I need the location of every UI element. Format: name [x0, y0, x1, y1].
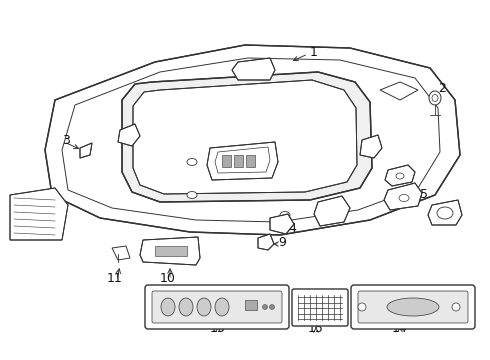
Text: 2: 2 — [438, 81, 446, 94]
Bar — [222, 155, 231, 167]
Ellipse shape — [161, 298, 175, 316]
Polygon shape — [133, 80, 357, 194]
Polygon shape — [384, 183, 422, 210]
Text: 1: 1 — [310, 45, 318, 58]
Circle shape — [358, 303, 366, 311]
Ellipse shape — [179, 298, 193, 316]
Polygon shape — [45, 45, 460, 235]
Text: 3: 3 — [62, 134, 70, 147]
Ellipse shape — [429, 91, 441, 105]
Text: 4: 4 — [288, 221, 296, 234]
Ellipse shape — [197, 298, 211, 316]
Polygon shape — [80, 143, 92, 158]
Ellipse shape — [215, 298, 229, 316]
Bar — [246, 155, 255, 167]
Text: 13: 13 — [210, 321, 226, 334]
Ellipse shape — [280, 211, 290, 219]
Polygon shape — [258, 234, 274, 250]
FancyBboxPatch shape — [292, 289, 348, 326]
Text: 9: 9 — [278, 235, 286, 248]
Polygon shape — [207, 142, 278, 180]
FancyBboxPatch shape — [152, 291, 282, 323]
Bar — [234, 155, 243, 167]
Polygon shape — [385, 165, 415, 186]
Ellipse shape — [387, 298, 439, 316]
Circle shape — [263, 305, 268, 310]
Text: 5: 5 — [420, 189, 428, 202]
Text: 12: 12 — [22, 211, 38, 225]
Circle shape — [270, 305, 274, 310]
Text: 14: 14 — [392, 321, 408, 334]
FancyBboxPatch shape — [351, 285, 475, 329]
Text: 6: 6 — [330, 203, 338, 216]
Bar — [245, 300, 257, 310]
Polygon shape — [428, 200, 462, 225]
Polygon shape — [360, 135, 382, 158]
Polygon shape — [122, 72, 372, 202]
Polygon shape — [314, 196, 350, 226]
Text: 7: 7 — [405, 168, 413, 181]
FancyBboxPatch shape — [145, 285, 289, 329]
Ellipse shape — [187, 192, 197, 198]
Polygon shape — [232, 58, 275, 80]
Polygon shape — [270, 214, 294, 234]
Polygon shape — [10, 188, 68, 240]
Text: 8: 8 — [450, 203, 458, 216]
Text: 10: 10 — [160, 271, 176, 284]
Bar — [155, 246, 187, 256]
Text: 11: 11 — [107, 271, 123, 284]
Polygon shape — [118, 124, 140, 146]
Ellipse shape — [187, 158, 197, 166]
Circle shape — [452, 303, 460, 311]
Text: 15: 15 — [308, 321, 324, 334]
Polygon shape — [140, 237, 200, 265]
FancyBboxPatch shape — [358, 291, 468, 323]
